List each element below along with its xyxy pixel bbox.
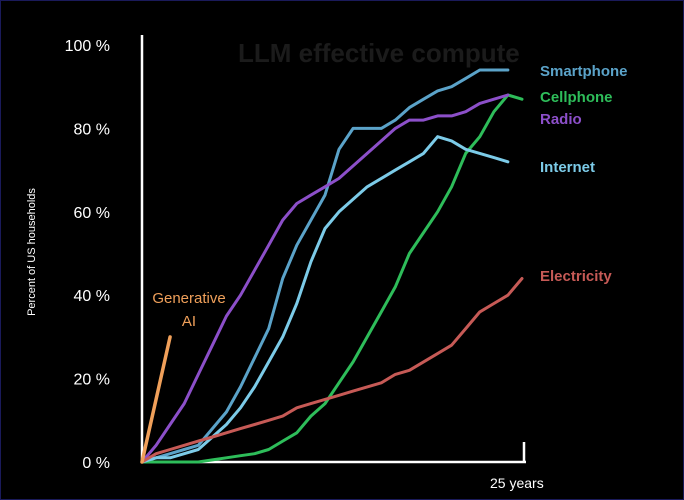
series-label-line: Electricity [540, 268, 612, 285]
series-label-line: Generative [152, 290, 225, 307]
y-tick-label-100: 100 % [65, 38, 110, 55]
series-line-radio [140, 93, 510, 464]
series-label-smartphone: Smartphone [540, 63, 628, 80]
y-tick-label-40: 40 % [74, 288, 110, 305]
series-label-radio: Radio [540, 111, 582, 128]
series-label-internet: Internet [540, 159, 595, 176]
series-line-electricity [140, 277, 524, 464]
series-line-cellphone [140, 93, 524, 464]
x-tick-label-25-years: 25 years [490, 475, 544, 491]
y-axis-label: Percent of US households [26, 188, 38, 316]
series-label-cellphone: Cellphone [540, 89, 613, 106]
series-lines [140, 68, 524, 464]
series-line-internet [140, 135, 510, 464]
y-tick-label-0: 0 % [82, 455, 110, 472]
series-labels: Smartphone Cellphone Radio Internet Electric… [152, 63, 627, 330]
y-tick-label-20: 20 % [74, 372, 110, 389]
series-label-electricity: Electricity [540, 268, 612, 285]
series-label-line: AI [182, 313, 196, 330]
y-tick-label-60: 60 % [74, 205, 110, 222]
series-line-generative-ai [140, 335, 172, 464]
chart-title: LLM effective compute [238, 38, 520, 68]
series-label-line: Smartphone [540, 63, 628, 80]
series-label-line: Radio [540, 111, 582, 128]
y-tick-label-80: 80 % [74, 121, 110, 138]
y-tick-labels: 0 % 20 % 40 % 60 % 80 % 100 % [65, 38, 110, 472]
series-label-line: Internet [540, 159, 595, 176]
series-label-line: Cellphone [540, 89, 613, 106]
series-label-generative-ai: Generative AI [152, 290, 225, 330]
